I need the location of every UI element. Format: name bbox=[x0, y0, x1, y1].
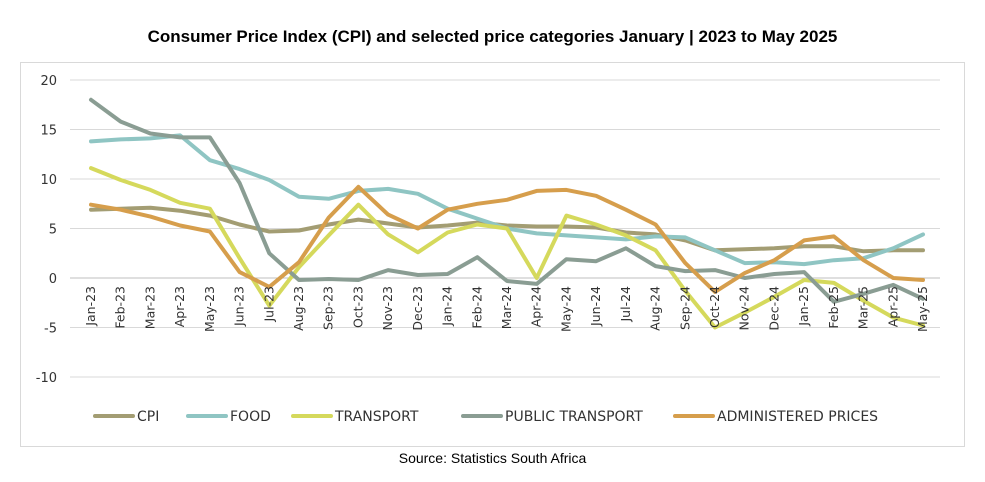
x-tick-label: Jan-25 bbox=[796, 286, 811, 327]
series-line-public-transport bbox=[89, 97, 925, 304]
x-tick-label: Apr-25 bbox=[885, 286, 900, 327]
y-tick-label: 5 bbox=[49, 223, 57, 238]
x-tick-label: Feb-24 bbox=[469, 286, 484, 329]
x-tick-label: Oct-23 bbox=[350, 286, 365, 328]
legend-label: PUBLIC TRANSPORT bbox=[505, 409, 643, 425]
x-tick-label: Apr-23 bbox=[172, 286, 187, 327]
x-tick-label: Mar-24 bbox=[499, 286, 514, 329]
x-tick-label: May-25 bbox=[915, 286, 930, 332]
x-tick-label: Aug-23 bbox=[291, 286, 306, 331]
legend-label: FOOD bbox=[230, 409, 271, 425]
x-tick-label: Mar-25 bbox=[856, 286, 871, 329]
y-tick-label: -5 bbox=[44, 322, 57, 337]
x-tick-label: Dec-24 bbox=[766, 286, 781, 331]
legend-label: ADMINISTERED PRICES bbox=[717, 409, 878, 425]
x-tick-label: May-24 bbox=[558, 286, 573, 332]
x-tick-label: Jun-24 bbox=[588, 286, 603, 327]
legend: CPI FOOD TRANSPORT PUBLIC TRANSPORT ADMINIST… bbox=[93, 409, 878, 425]
chart-frame bbox=[20, 62, 965, 447]
x-axis-ticks: Jan-23 Feb-23 Mar-23 Apr-23 May-23 Jun-23 Jul-… bbox=[83, 286, 930, 332]
y-tick-label: 10 bbox=[40, 173, 57, 188]
x-tick-label: Jul-24 bbox=[618, 286, 633, 323]
x-tick-label: Nov-23 bbox=[380, 286, 395, 330]
x-tick-label: Nov-24 bbox=[737, 286, 752, 331]
x-tick-label: Feb-25 bbox=[826, 286, 841, 329]
chart-source: Source: Statistics South Africa bbox=[398, 450, 587, 466]
x-tick-label: Jan-24 bbox=[440, 286, 455, 327]
x-tick-label: Apr-24 bbox=[529, 286, 544, 327]
y-tick-label: 15 bbox=[40, 124, 57, 139]
y-axis-ticks: -10 -5 0 5 10 15 20 bbox=[36, 74, 57, 386]
legend-label: CPI bbox=[137, 409, 159, 425]
y-tick-label: -10 bbox=[36, 371, 57, 386]
series-line-cpi bbox=[89, 205, 925, 254]
series-lines bbox=[89, 97, 925, 330]
x-tick-label: Feb-23 bbox=[113, 286, 128, 329]
x-tick-label: Jan-23 bbox=[83, 286, 98, 327]
legend-label: TRANSPORT bbox=[334, 409, 419, 425]
chart-title: Consumer Price Index (CPI) and selected … bbox=[147, 27, 838, 46]
x-tick-label: Sep-23 bbox=[321, 286, 336, 330]
x-tick-label: Jul-23 bbox=[261, 286, 276, 323]
series-line-administered-prices bbox=[89, 184, 925, 294]
x-tick-label: Oct-24 bbox=[707, 286, 722, 328]
x-tick-label: Jun-23 bbox=[232, 286, 247, 327]
y-tick-label: 0 bbox=[49, 272, 57, 287]
y-tick-label: 20 bbox=[40, 74, 57, 89]
x-tick-label: Aug-24 bbox=[648, 286, 663, 331]
x-tick-label: Dec-23 bbox=[410, 286, 425, 331]
series-line-transport bbox=[89, 166, 925, 330]
x-tick-label: May-23 bbox=[202, 286, 217, 332]
x-tick-label: Sep-24 bbox=[677, 286, 692, 330]
x-tick-label: Mar-23 bbox=[142, 286, 157, 329]
